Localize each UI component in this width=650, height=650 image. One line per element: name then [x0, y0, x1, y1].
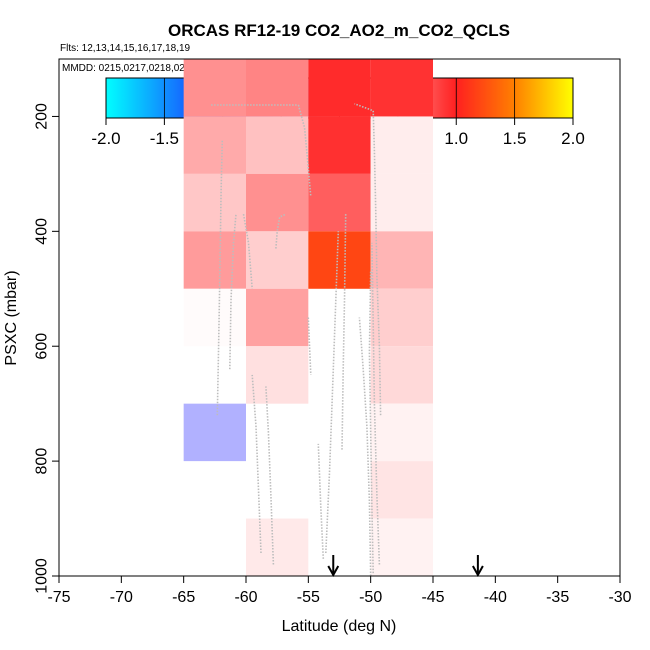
- x-axis-label: Latitude (deg N): [282, 618, 397, 635]
- heatmap-cell: [370, 59, 433, 117]
- heatmap-cell: [246, 231, 309, 289]
- flight-track: [265, 386, 275, 565]
- flight-track: [275, 213, 287, 249]
- flight-track: [325, 231, 340, 554]
- arrow-lat-41: [472, 555, 484, 578]
- x-axis: -75 -70 -65 -60 -55 -50 -45 -40 -35 -30: [47, 576, 632, 606]
- flight-track: [307, 317, 312, 375]
- x-tick-label: -45: [421, 589, 444, 606]
- dates-subtitle: MMDD: 0215,0217,0218,0219,0222,0224,0225…: [62, 63, 297, 74]
- colorbar-tick-label: -1.5: [150, 129, 179, 148]
- flight-track: [229, 214, 237, 370]
- flight-tracks: [211, 103, 382, 576]
- heatmap-cells: [183, 59, 433, 576]
- heatmap-cell: [183, 116, 246, 174]
- flight-track: [216, 139, 224, 416]
- heatmap-cell: [370, 173, 433, 232]
- y-tick-label: 200: [34, 103, 51, 130]
- heatmap-cell: [370, 116, 433, 174]
- x-tick-label: -55: [297, 589, 320, 606]
- heatmap-cell: [370, 231, 433, 289]
- x-tick-label: -50: [359, 589, 382, 606]
- heatmap-cell: [370, 518, 433, 576]
- x-tick-label: -65: [172, 589, 195, 606]
- heatmap-cell: [308, 231, 371, 289]
- y-tick-label: 600: [34, 333, 51, 360]
- heatmap-cell: [370, 403, 433, 462]
- heatmap-cell: [246, 288, 309, 347]
- latitude-arrows: [327, 555, 484, 578]
- heatmap-cell: [183, 288, 246, 347]
- colorbar-tick-label: 1.0: [444, 129, 468, 148]
- flight-track: [297, 104, 312, 197]
- heatmap-cell: [370, 461, 433, 519]
- heatmap-cell: [183, 231, 246, 289]
- heatmap-cell: [246, 116, 309, 174]
- heatmap-cell: [246, 346, 309, 404]
- arrow-lat-53: [327, 555, 340, 578]
- x-tick-label: -40: [484, 589, 507, 606]
- flight-track: [371, 242, 381, 565]
- heatmap-cell: [246, 518, 309, 576]
- x-tick-label: -70: [110, 589, 133, 606]
- flight-track: [341, 214, 347, 450]
- flights-subtitle: Flts: 12,13,14,15,16,17,18,19: [60, 43, 191, 54]
- heatmap-cell: [246, 173, 309, 232]
- arrow-head: [327, 565, 340, 578]
- colorbar-tick-label: -2.0: [91, 129, 120, 148]
- x-tick-label: -60: [234, 589, 257, 606]
- heatmap-cell: [183, 403, 246, 462]
- flight-track: [317, 443, 325, 559]
- plot-frame: [58, 58, 621, 577]
- y-axis-label: PSXC (mbar): [3, 270, 20, 365]
- colorbar-tick-label: 2.0: [561, 129, 585, 148]
- x-tick-label: -35: [546, 589, 569, 606]
- heatmap-cell: [370, 346, 433, 404]
- y-tick-label: 800: [34, 448, 51, 475]
- heatmap-cell: [308, 116, 371, 174]
- heatmap-cell: [183, 173, 246, 232]
- flight-track: [354, 103, 382, 416]
- colorbar-tick-label: 1.5: [503, 129, 527, 148]
- flight-track: [242, 213, 253, 289]
- heatmap-cell: [370, 288, 433, 347]
- chart-title: ORCAS RF12-19 CO2_AO2_m_CO2_QCLS: [168, 21, 510, 40]
- heatmap-cell: [308, 59, 371, 117]
- x-tick-label: -75: [47, 589, 70, 606]
- x-tick-label: -30: [608, 589, 631, 606]
- y-tick-label: 1000: [34, 558, 51, 594]
- y-axis: 200 400 600 800 1000: [34, 103, 59, 594]
- heatmap-cell: [246, 59, 309, 117]
- y-tick-label: 400: [34, 218, 51, 245]
- arrow-head: [472, 565, 484, 578]
- heatmap-cell: [308, 173, 371, 232]
- heatmap-cell: [183, 59, 246, 117]
